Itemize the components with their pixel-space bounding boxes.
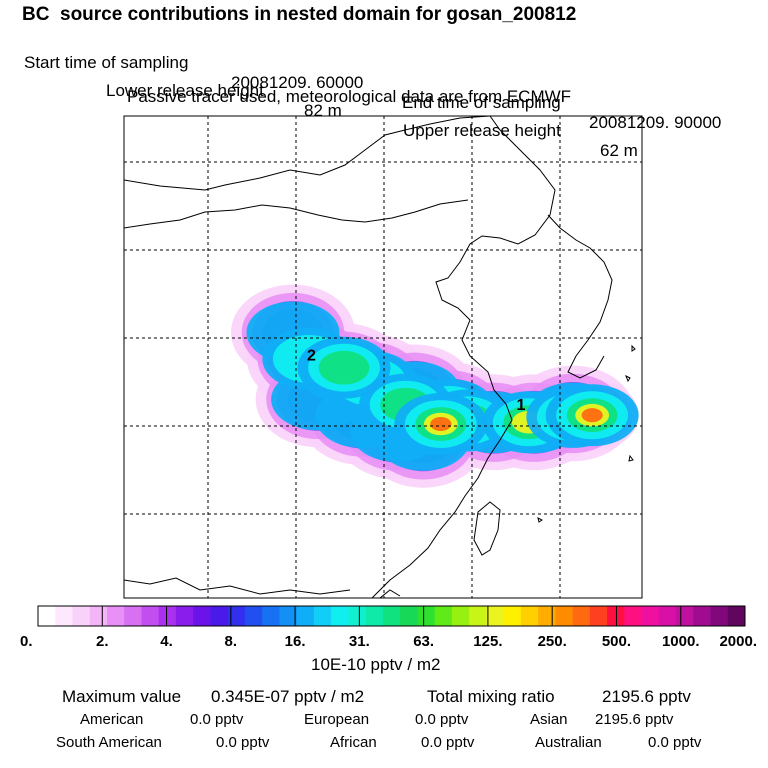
chart-title: BC source contributions in nested domain… [22, 4, 577, 25]
point-label: 1 [516, 397, 525, 414]
plume-blob [581, 408, 603, 423]
colorbar-tick-label: 125. [473, 633, 502, 650]
colorbar-tick-label: 1000. [662, 633, 700, 650]
colorbar-cell [227, 606, 246, 626]
colorbar-cell [158, 606, 177, 626]
colorbar-cell [348, 606, 367, 626]
lower-release-label: Lower release height [106, 81, 264, 100]
colorbar-cell [486, 606, 504, 626]
colorbar-cell [572, 606, 591, 626]
colorbar-cell [331, 606, 349, 626]
map-grid [124, 116, 642, 598]
region-name-australian: Australian [535, 734, 602, 751]
colorbar-cell [451, 606, 470, 626]
colorbar-cell [434, 606, 453, 626]
colorbar-cell [538, 606, 556, 626]
region-value-south-american: 0.0 pptv [216, 734, 270, 751]
concentration-field [231, 284, 639, 488]
region-name-african: African [330, 734, 377, 751]
release-heights: Lower release height 82 m Upper release … [0, 61, 768, 161]
colorbar-cell [503, 606, 522, 626]
colorbar-tick-label: 4. [160, 633, 173, 650]
map-frame [123, 115, 643, 599]
max-value: 0.345E-07 pptv / m2 [211, 687, 365, 706]
colorbar-cell [296, 606, 315, 626]
colorbar-cell [520, 606, 539, 626]
colorbar-cell [624, 606, 642, 626]
region-value-african: 0.0 pptv [421, 734, 475, 751]
region-name-european: European [304, 711, 370, 728]
region-name-south-american: South American [56, 734, 162, 751]
point-labels: 12 [307, 348, 525, 414]
colorbar-cell [175, 606, 194, 626]
total-mixing-value: 2195.6 pptv [602, 687, 691, 706]
colorbar-tick-label: 2. [96, 633, 109, 650]
colorbar-tick-label: 0. [20, 633, 33, 650]
region-value-asian: 2195.6 pptv [595, 711, 674, 728]
colorbar-cell [555, 606, 573, 626]
colorbar-cell [72, 606, 91, 626]
start-time-label: Start time of sampling [24, 53, 189, 72]
total-mixing-label: Total mixing ratio [427, 687, 555, 706]
colorbar-cell [589, 606, 608, 626]
sampling-times: Start time of sampling 20081209. 60000 E… [0, 33, 768, 133]
colorbar-cell [469, 606, 487, 626]
colorbar-tick-label: 31. [349, 633, 370, 650]
colorbar-tick-labels: 0. 2. 4. 8. 16. 31. 63. 125. 250. 500. 1000. 2000. [20, 606, 757, 650]
colorbar-cell [710, 606, 729, 626]
colorbar-cell [313, 606, 332, 626]
end-time-label: End time of sampling [402, 93, 561, 112]
colorbar-cell [365, 606, 384, 626]
colorbar-tick-label: 500. [602, 633, 631, 650]
colorbar-tick-label: 63. [413, 633, 434, 650]
region-value-australian: 0.0 pptv [648, 734, 702, 751]
region-value-european: 0.0 pptv [415, 711, 469, 728]
colorbar-cell [106, 606, 125, 626]
colorbar-cell [658, 606, 677, 626]
region-name-american: American [80, 711, 144, 728]
colorbar-cell [676, 606, 694, 626]
upper-release-label: Upper release height [403, 121, 561, 140]
colorbar-cell [693, 606, 711, 626]
region-name-asian: Asian [530, 711, 568, 728]
upper-release-value: 62 m [600, 141, 638, 160]
start-time-value: 20081209. 60000 [231, 73, 364, 92]
region-value-american: 0.0 pptv [190, 711, 244, 728]
plume-blob [318, 350, 370, 385]
colorbar-cell [382, 606, 401, 626]
colorbar-cell [417, 606, 436, 626]
colorbar-cell [124, 606, 142, 626]
tracer-note: Passive tracer used, meteorological data… [127, 87, 572, 106]
colorbar-cells [37, 605, 746, 627]
colorbar-tick-label: 8. [225, 633, 238, 650]
map-content: 12 [124, 116, 642, 598]
colorbar-cell [607, 606, 625, 626]
map-plot: 12 [123, 115, 643, 599]
max-value-label: Maximum value [62, 687, 182, 706]
colorbar-cell [262, 606, 280, 626]
colorbar-unit: 10E-10 pptv / m2 [311, 655, 441, 674]
colorbar-cell [210, 606, 229, 626]
colorbar-tick-label: 16. [285, 633, 306, 650]
colorbar-cell [279, 606, 298, 626]
colorbar-cell [400, 606, 418, 626]
colorbar-cell [38, 606, 56, 626]
colorbar-tick-label: 250. [538, 633, 567, 650]
colorbar-tick-label: 2000. [719, 633, 757, 650]
point-label: 2 [307, 348, 316, 365]
colorbar-cell [641, 606, 660, 626]
colorbar: 0. 2. 4. 8. 16. 31. 63. 125. 250. 500. 1000. 2000. [20, 605, 757, 650]
colorbar-cell [141, 606, 160, 626]
colorbar-cell [193, 606, 211, 626]
colorbar-cell [55, 606, 73, 626]
lower-release-value: 82 m [304, 101, 342, 120]
end-time-value: 20081209. 90000 [589, 113, 722, 132]
colorbar-outline [37, 605, 746, 627]
colorbar-cell [89, 606, 108, 626]
colorbar-cell [244, 606, 263, 626]
colorbar-cell [727, 606, 746, 626]
plume-blob [430, 416, 452, 432]
